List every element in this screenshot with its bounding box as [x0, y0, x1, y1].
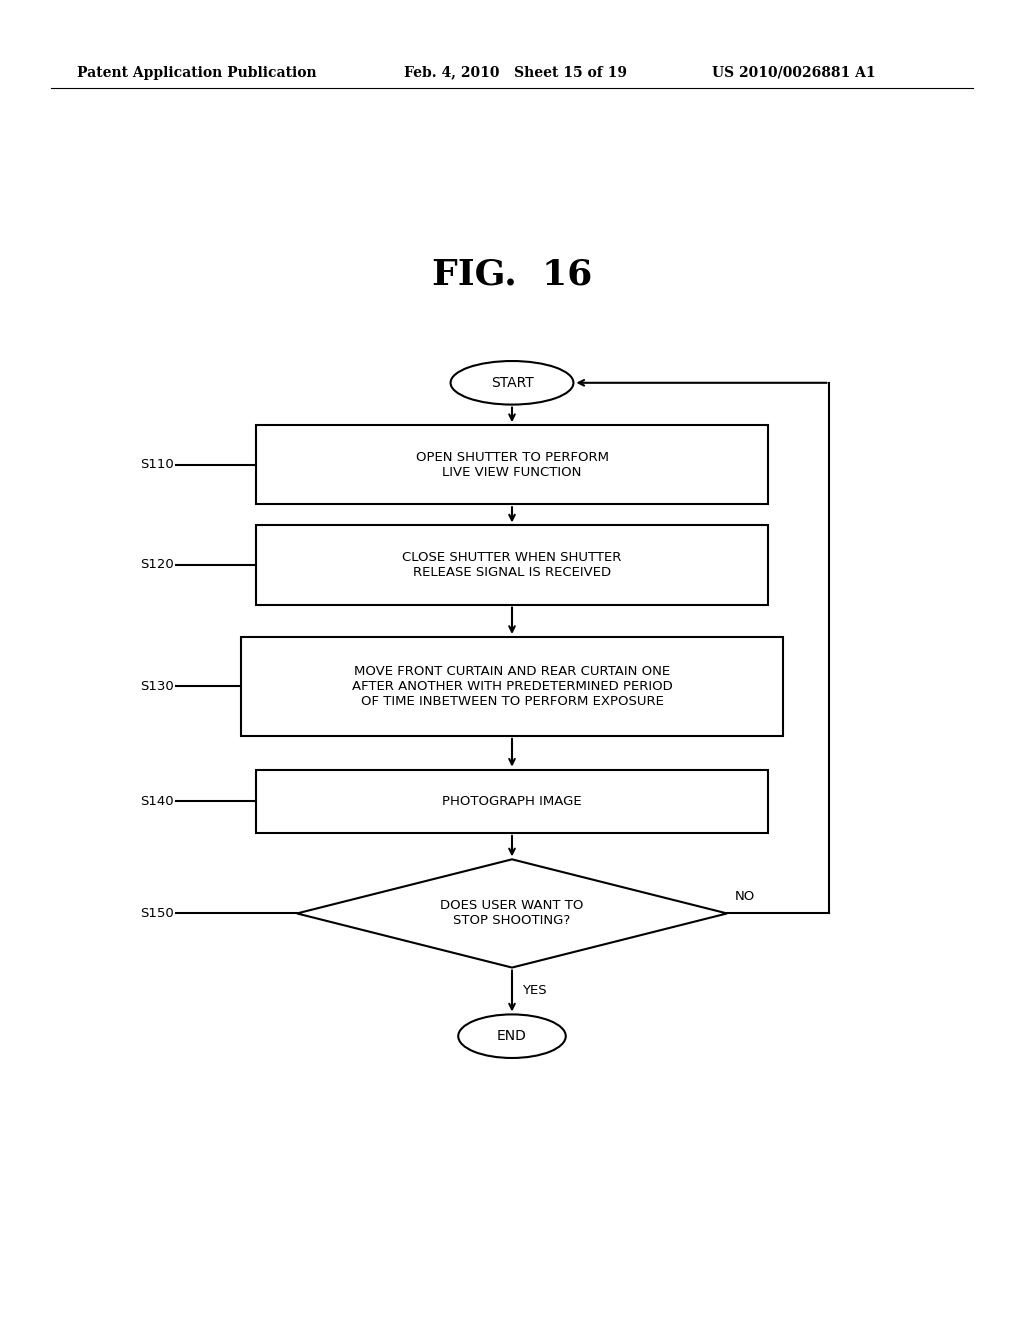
Bar: [241, 638, 783, 737]
Text: US 2010/0026881 A1: US 2010/0026881 A1: [712, 66, 876, 79]
Bar: [256, 425, 768, 504]
Text: Patent Application Publication: Patent Application Publication: [77, 66, 316, 79]
Text: MOVE FRONT CURTAIN AND REAR CURTAIN ONE
AFTER ANOTHER WITH PREDETERMINED PERIOD
: MOVE FRONT CURTAIN AND REAR CURTAIN ONE …: [351, 665, 673, 708]
Text: END: END: [497, 1030, 527, 1043]
Text: YES: YES: [522, 985, 547, 998]
Text: NO: NO: [735, 890, 756, 903]
Text: S120: S120: [140, 558, 174, 572]
Text: PHOTOGRAPH IMAGE: PHOTOGRAPH IMAGE: [442, 795, 582, 808]
Text: S140: S140: [140, 795, 174, 808]
Bar: [256, 525, 768, 605]
Text: START: START: [490, 376, 534, 389]
Text: OPEN SHUTTER TO PERFORM
LIVE VIEW FUNCTION: OPEN SHUTTER TO PERFORM LIVE VIEW FUNCTI…: [416, 450, 608, 479]
Text: Feb. 4, 2010   Sheet 15 of 19: Feb. 4, 2010 Sheet 15 of 19: [404, 66, 628, 79]
Text: S150: S150: [140, 907, 174, 920]
Text: S130: S130: [140, 680, 174, 693]
Text: CLOSE SHUTTER WHEN SHUTTER
RELEASE SIGNAL IS RECEIVED: CLOSE SHUTTER WHEN SHUTTER RELEASE SIGNA…: [402, 550, 622, 579]
Text: S110: S110: [140, 458, 174, 471]
Text: DOES USER WANT TO
STOP SHOOTING?: DOES USER WANT TO STOP SHOOTING?: [440, 899, 584, 928]
Bar: [256, 770, 768, 833]
Polygon shape: [297, 859, 727, 968]
Text: FIG.  16: FIG. 16: [432, 257, 592, 292]
